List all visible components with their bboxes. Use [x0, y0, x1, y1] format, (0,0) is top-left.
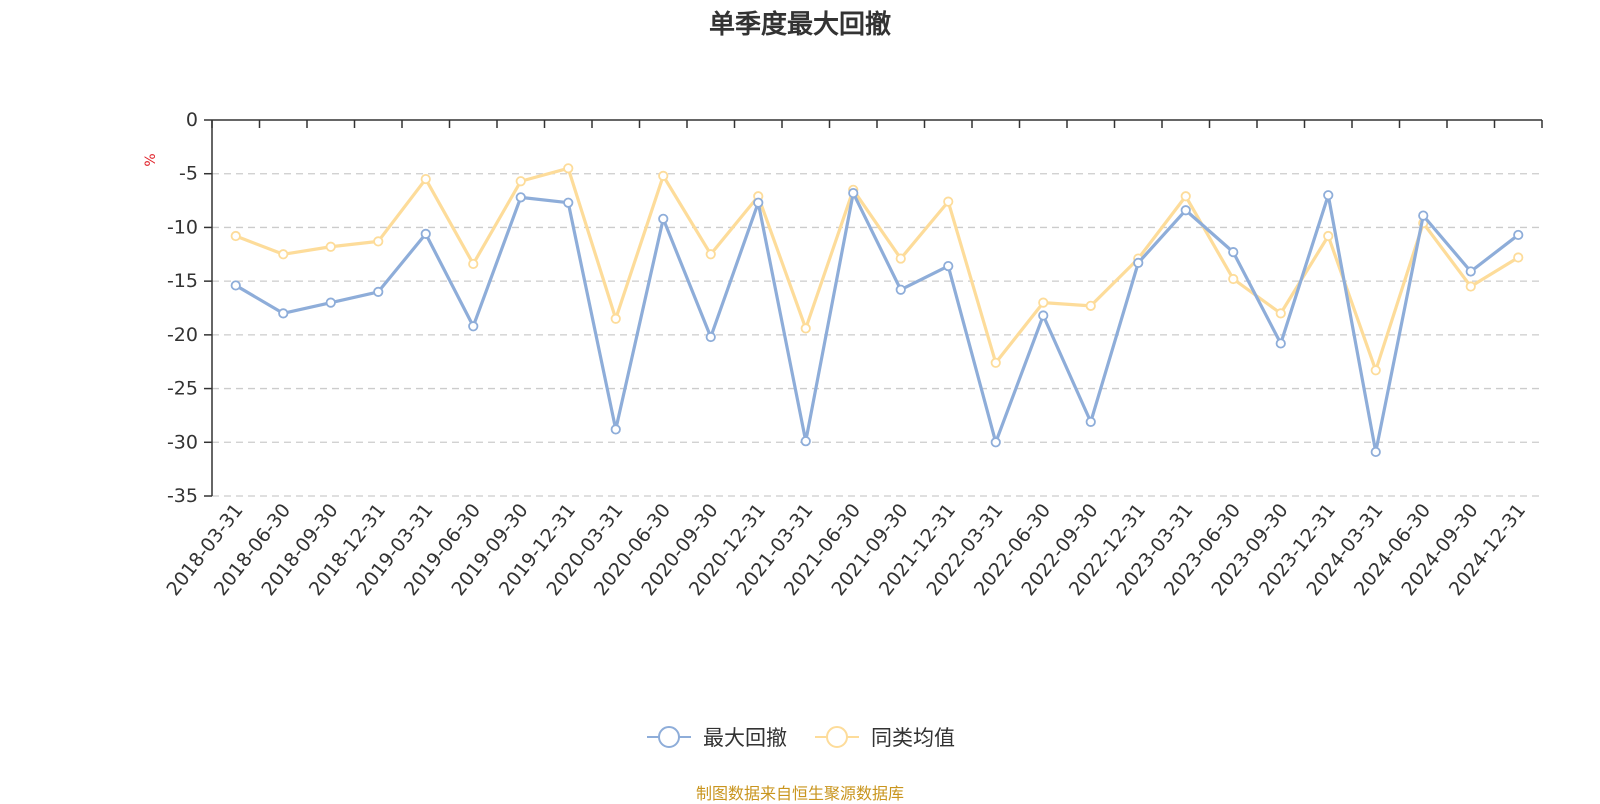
data-point	[230, 280, 241, 291]
data-point	[325, 297, 336, 308]
y-tick-label: -15	[167, 270, 198, 292]
series-1	[230, 163, 1524, 376]
legend-item-max-drawdown[interactable]: 最大回撤	[645, 722, 787, 752]
data-point	[373, 236, 384, 247]
data-point	[1228, 247, 1239, 258]
data-point	[420, 173, 431, 185]
legend-label: 最大回撤	[703, 726, 787, 750]
data-point	[800, 436, 811, 447]
data-point	[800, 323, 811, 334]
series-line	[235, 166, 1520, 372]
y-tick-label: -5	[179, 163, 198, 185]
data-point	[1085, 300, 1096, 311]
data-point	[563, 163, 574, 174]
data-point	[848, 187, 859, 199]
y-tick-label: -25	[167, 378, 198, 400]
data-point	[373, 286, 384, 297]
data-point	[563, 197, 574, 208]
legend-marker-icon	[815, 726, 859, 748]
data-point	[1465, 266, 1476, 277]
grid-lines	[212, 173, 1542, 497]
data-point	[990, 357, 1001, 368]
data-point	[943, 196, 954, 207]
series-lines	[230, 163, 1524, 458]
source-note: 制图数据来自恒生聚源数据库	[695, 784, 904, 803]
data-point	[468, 258, 479, 270]
data-point	[230, 230, 241, 242]
data-point	[278, 249, 289, 260]
data-point	[1275, 308, 1286, 319]
data-point	[515, 176, 526, 187]
data-point	[1323, 230, 1334, 242]
data-point	[705, 331, 716, 343]
data-point	[895, 284, 906, 295]
y-tick-label: -20	[167, 324, 198, 346]
data-point	[1370, 365, 1381, 376]
data-point	[990, 437, 1001, 448]
data-point	[753, 197, 764, 208]
data-point	[1133, 257, 1144, 268]
data-point	[658, 213, 669, 224]
y-tick-label: 0	[186, 109, 198, 131]
y-unit-label: %	[143, 153, 159, 166]
data-point	[468, 321, 479, 332]
y-tick-label: -35	[167, 485, 198, 507]
axes	[204, 119, 1543, 497]
series-0	[230, 187, 1524, 458]
y-tick-label: -30	[167, 431, 198, 453]
data-point	[1180, 191, 1191, 202]
data-point	[1038, 297, 1049, 308]
data-point	[278, 308, 289, 319]
legend-item-peer-average[interactable]: 同类均值	[813, 722, 955, 752]
legend-label: 同类均值	[871, 726, 955, 750]
data-point	[1513, 252, 1524, 263]
data-point	[895, 253, 906, 264]
data-point	[325, 241, 336, 252]
data-point	[1370, 446, 1381, 458]
data-point	[610, 424, 621, 435]
data-point	[1513, 229, 1524, 241]
y-tick-label: -10	[167, 216, 198, 238]
legend: 最大回撤 同类均值	[0, 722, 1600, 752]
data-point	[1085, 416, 1096, 427]
legend-marker-icon	[647, 726, 691, 748]
data-point	[1180, 205, 1191, 216]
data-point	[658, 170, 669, 181]
data-point	[610, 313, 621, 324]
data-point	[943, 261, 954, 272]
data-point	[1465, 281, 1476, 292]
data-point	[1275, 338, 1286, 349]
chart-title: 单季度最大回撤	[708, 10, 891, 40]
data-point	[420, 228, 431, 239]
data-point	[1418, 210, 1429, 221]
series-line	[234, 191, 1520, 454]
data-point	[1038, 310, 1049, 321]
data-point	[1228, 273, 1239, 285]
data-point	[515, 192, 526, 203]
tick-labels: 0-5-10-15-20-25-30-352018-03-312018-06-3…	[162, 109, 1530, 600]
data-point	[1323, 190, 1334, 201]
data-point	[705, 249, 716, 260]
